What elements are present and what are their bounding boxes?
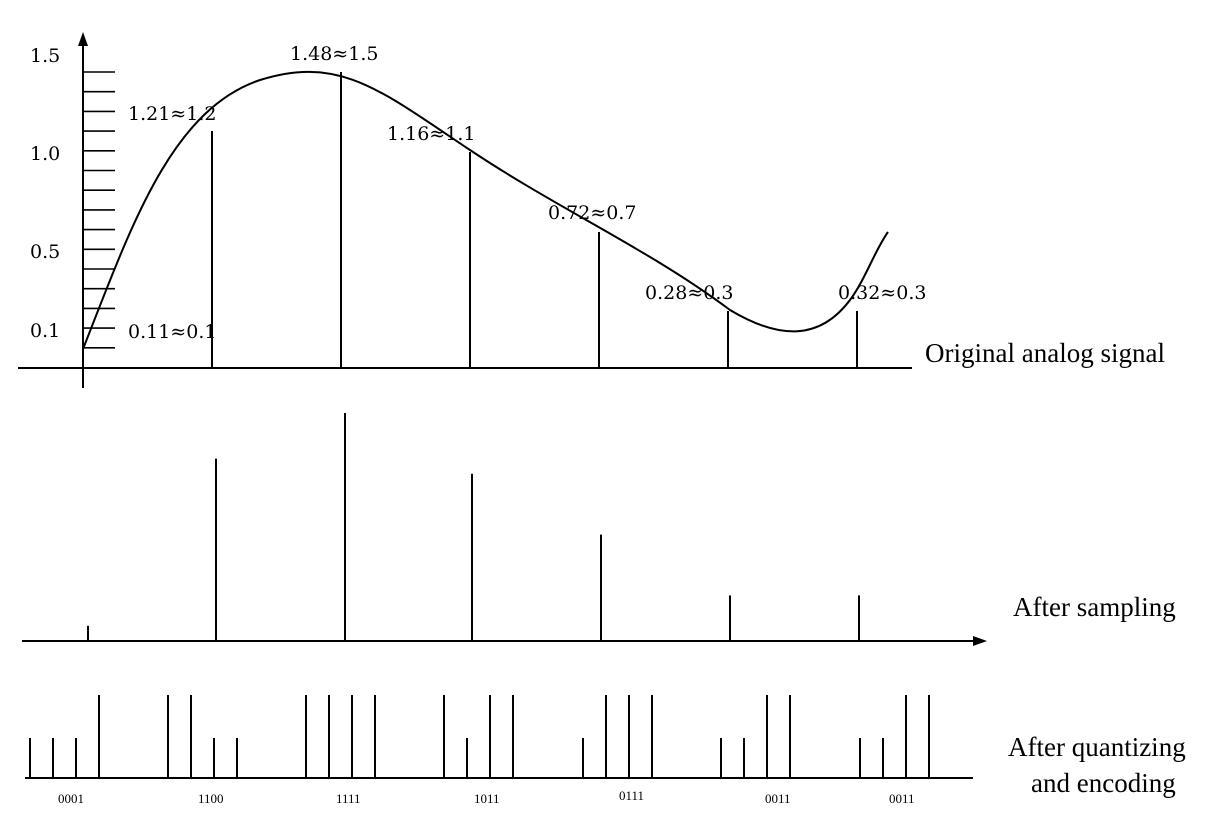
y-tick-label: 1.0 — [30, 143, 60, 165]
analog-sample-stems — [211, 72, 858, 368]
analog-panel: 1.5 1.0 0.5 0.1 0.11≈0.1 1.21≈1.2 1.48≈1… — [18, 32, 1165, 388]
sample-label: 1.16≈1.1 — [387, 123, 475, 145]
sampling-section-title: After sampling — [1013, 592, 1176, 622]
encoding-panel: 0001 1100 1111 1011 0111 0011 0011 After quant… — [25, 695, 1186, 806]
sampling-panel: After sampling — [22, 413, 1176, 646]
code-label: 1111 — [336, 791, 361, 806]
analog-signal-curve — [82, 70, 889, 350]
code-labels: 0001 1100 1111 1011 0111 0011 0011 — [58, 788, 915, 806]
code-label: 0111 — [619, 788, 644, 803]
sampled-pulses — [87, 413, 860, 641]
sample-label: 1.21≈1.2 — [128, 103, 216, 125]
sample-label: 0.28≈0.3 — [645, 282, 733, 304]
encoding-section-title-line2: and encoding — [1031, 768, 1176, 798]
sample-label: 0.32≈0.3 — [838, 282, 926, 304]
y-tick-label: 1.5 — [30, 45, 60, 67]
sample-label: 1.48≈1.5 — [290, 43, 378, 65]
y-tick-label: 0.5 — [30, 241, 60, 263]
encoding-section-title-line1: After quantizing — [1008, 732, 1186, 762]
code-label: 1100 — [198, 791, 224, 806]
code-label: 1011 — [474, 791, 500, 806]
y-tick-label: 0.1 — [30, 320, 60, 342]
code-label: 0011 — [889, 791, 915, 806]
y-axis-arrow — [78, 32, 88, 46]
code-label: 0001 — [58, 791, 84, 806]
code-label: 0011 — [765, 791, 791, 806]
encoded-bits — [29, 695, 930, 778]
sample-label: 0.72≈0.7 — [548, 202, 636, 224]
sampling-axis-arrow — [973, 636, 987, 646]
sample-label: 0.11≈0.1 — [128, 321, 216, 343]
analog-section-title: Original analog signal — [925, 338, 1165, 368]
quantization-levels — [83, 71, 115, 349]
